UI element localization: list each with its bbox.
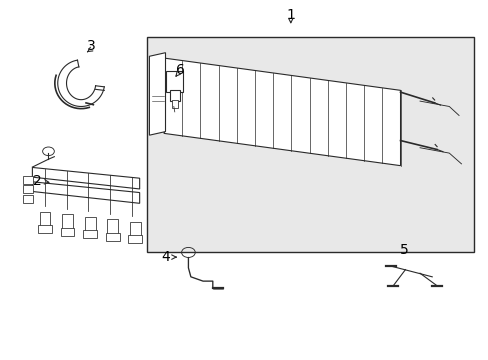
Bar [170, 90, 180, 101]
Bar [147, 37, 473, 252]
Bar [107, 219, 118, 234]
Polygon shape [32, 167, 140, 189]
Bar [130, 222, 141, 236]
Polygon shape [32, 182, 140, 203]
Bar [171, 100, 177, 108]
Bar [61, 228, 74, 236]
Bar [62, 214, 73, 229]
Bar [84, 217, 95, 231]
Bar [38, 225, 52, 233]
Bar [83, 230, 97, 238]
Bar [128, 235, 142, 243]
Bar [22, 176, 33, 184]
Bar [40, 212, 50, 226]
Bar [22, 195, 33, 203]
Text: 4: 4 [161, 250, 169, 264]
Bar [165, 71, 182, 92]
Text: 3: 3 [86, 39, 95, 53]
Polygon shape [163, 58, 400, 166]
Bar [22, 185, 33, 193]
Text: 2: 2 [33, 174, 41, 188]
Bar [106, 233, 119, 241]
Text: 1: 1 [286, 8, 295, 22]
Text: 6: 6 [175, 63, 184, 77]
Text: 5: 5 [399, 243, 408, 257]
Polygon shape [149, 53, 165, 135]
